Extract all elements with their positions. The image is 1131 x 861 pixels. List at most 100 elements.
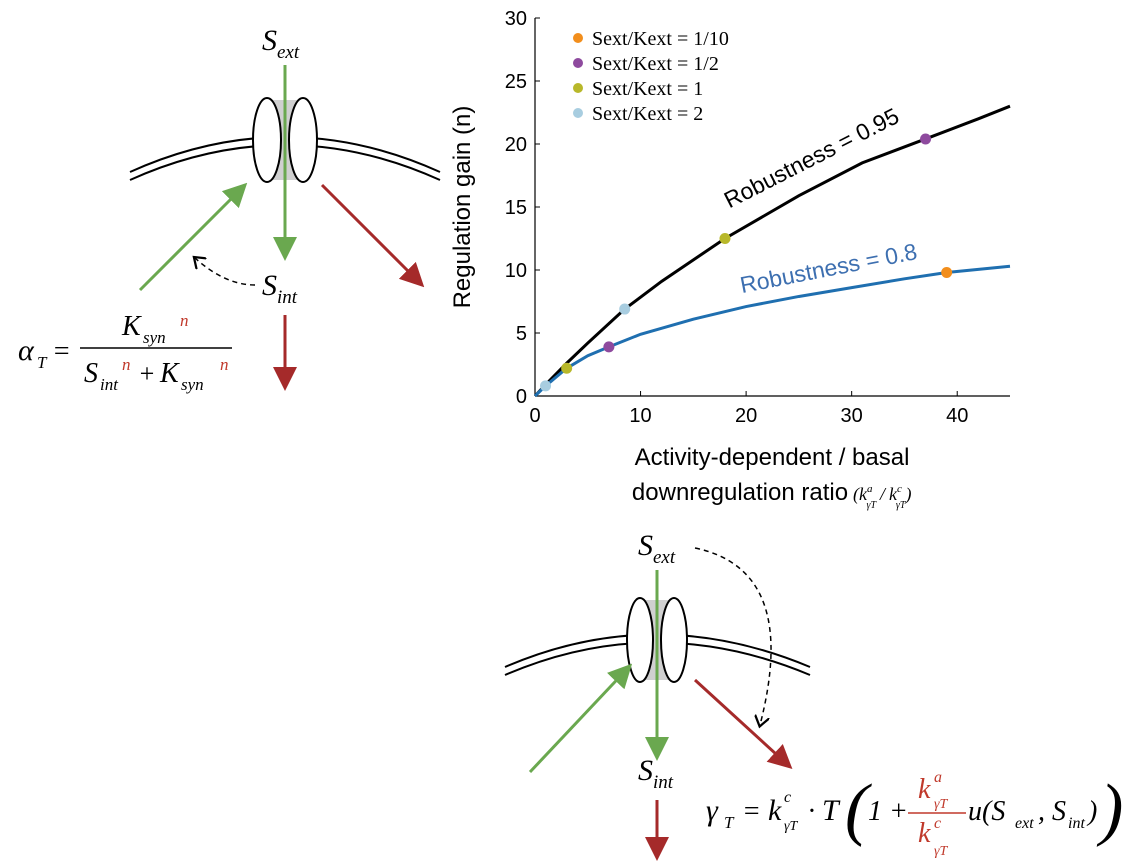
formula: n [220,355,229,374]
y-tick-label: 20 [505,134,527,156]
y-tick-label: 25 [505,71,527,93]
x-tick-label: 40 [946,405,968,427]
formula: ext [1015,815,1034,832]
formula: , S [1038,796,1066,827]
label: S [262,269,277,302]
label: ext [277,42,300,63]
channel [288,97,318,183]
legend-label: Sext/Kext = 1/10 [592,28,729,50]
formula: ) [1086,796,1097,827]
y-axis-label: Regulation gain (n) [449,106,476,309]
formula: c [784,789,791,806]
legend-marker [573,83,583,93]
x-axis-label: γT [867,500,878,511]
arrow [320,183,425,288]
formula: c [934,815,941,832]
channel [626,597,654,683]
formula: k [768,794,782,827]
x-tick-label: 0 [529,405,540,427]
diagram-top: Sext Sint α T = K syn n S int n + K syn … [18,24,441,394]
formula: T [822,794,841,827]
formula: k [918,818,931,849]
formula: = [52,336,71,367]
point [941,267,953,279]
formula: γT [784,819,799,834]
x-axis-label: / [879,484,887,504]
legend-marker [573,108,583,118]
point [719,233,731,244]
legend-label: Sext/Kext = 1 [592,78,703,100]
label: S [638,754,653,787]
arrow [195,258,256,286]
formula: syn [143,328,166,347]
legend-label: Sext/Kext = 1/2 [592,53,719,75]
formula: γT [934,797,949,812]
arrow [138,182,248,292]
x-axis-label: k [859,484,868,504]
formula: 1 + [868,796,908,827]
label: ext [653,547,676,568]
x-axis-label: c [897,483,902,495]
legend-marker [573,58,583,68]
formula: γT [934,844,949,859]
formula: K [121,311,142,342]
x-tick-label: 20 [735,405,757,427]
label: Sext [262,24,300,63]
formula: syn [181,375,204,394]
x-tick-label: 10 [629,405,651,427]
formula: ) [1096,771,1123,848]
formula: α [18,334,35,367]
channel [660,597,688,683]
formula: n [122,355,131,374]
x-axis-label: a [867,483,873,495]
arrow [528,663,633,774]
formula: int [1068,815,1085,832]
formula: + [138,359,156,388]
y-tick-label: 5 [516,323,527,345]
label: int [653,772,674,793]
point [603,341,615,353]
y-tick-label: 0 [516,386,527,408]
label: Sint [638,754,674,793]
y-tick-label: 10 [505,260,527,282]
x-tick-label: 30 [841,405,863,427]
formula: n [180,311,189,330]
point [619,303,631,315]
arrow [694,547,772,725]
formula: int [100,375,119,394]
formula: u(S [968,796,1005,827]
arrow [693,678,793,770]
channel [252,97,282,183]
chart: Regulation gain (n) Activity-dependent /… [449,8,1011,511]
y-tick-label: 30 [505,8,527,30]
x-axis-label: downregulation ratio [632,479,848,506]
formula: T [37,353,48,372]
point [920,133,932,145]
formula: ( [845,771,872,848]
x-axis-label: ) [904,484,911,505]
formula: S [84,358,98,389]
label: Sext [638,529,676,568]
formula: α T = K syn n S int n + K syn n [18,311,232,394]
formula: K [159,358,180,389]
line [533,104,1011,398]
label: S [262,24,277,57]
x-axis-label: k [889,484,898,504]
legend-marker [573,33,583,43]
point [540,380,552,392]
legend-label: Sext/Kext = 2 [592,103,703,125]
formula: · [808,796,815,827]
formula: k [918,774,931,805]
label: S [638,529,653,562]
y-tick-label: 15 [505,197,527,219]
formula: γ T = k c γT · T ( 1 + k a γT k c γT u(S… [706,769,1123,859]
x-axis-label: γT [896,500,907,511]
label: Sint [262,269,298,308]
formula: γ [706,794,719,827]
diagram-bottom: Sext Sint γ T = k c γT · T ( 1 + k a γT … [504,529,1123,861]
label: int [277,287,298,308]
x-axis-label: ( [853,484,860,505]
formula: a [934,769,942,786]
series-label: Robustness = 0.8 [738,238,919,298]
